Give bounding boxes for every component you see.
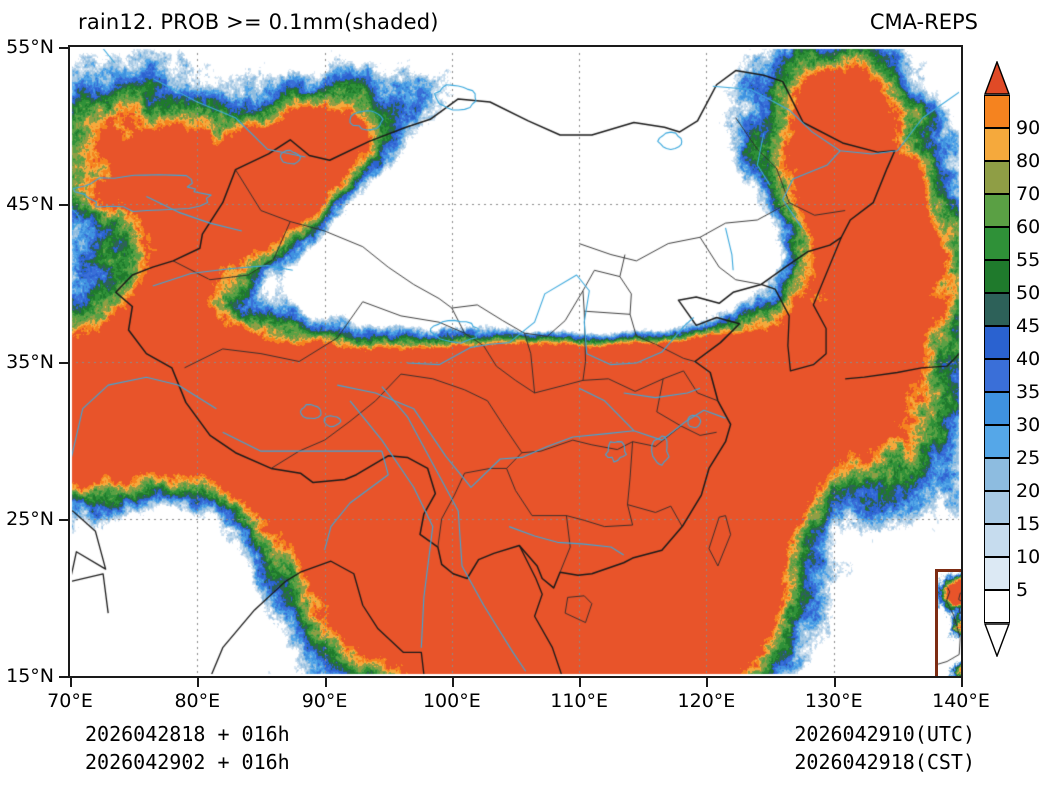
latitude-tick-label: 25°N <box>6 507 54 530</box>
map-plot-area[interactable]: No: GS (2019) 1786 <box>68 45 963 678</box>
colorbar-tick-label: 50 <box>1016 282 1041 304</box>
inset-raster <box>938 572 961 676</box>
colorbar-tick-label: 45 <box>1016 315 1041 337</box>
colorbar-tick-label: 60 <box>1016 216 1041 238</box>
colorbar-tick-label: 15 <box>1016 513 1041 535</box>
footer-init-cst: 2026042902 + 016h <box>85 750 290 774</box>
colorbar-under-arrow <box>983 623 1011 658</box>
footer-valid-cst: 2026042918(CST) <box>794 750 975 774</box>
longitude-tick-label: 100°E <box>422 690 481 712</box>
model-label: CMA-REPS <box>869 10 978 34</box>
colorbar-tick-label: 70 <box>1016 183 1041 205</box>
colorbar-swatch <box>984 95 1010 128</box>
colorbar-swatch <box>984 557 1010 590</box>
colorbar-swatch <box>984 260 1010 293</box>
latitude-tick <box>59 204 68 207</box>
longitude-tick-label: 130°E <box>804 690 863 712</box>
longitude-tick-label: 110°E <box>550 690 609 712</box>
latitude-tick-label: 15°N <box>6 665 54 687</box>
latitude-tick-label: 35°N <box>6 350 54 373</box>
colorbar[interactable] <box>983 60 1011 658</box>
colorbar-tick-label: 40 <box>1016 348 1041 370</box>
longitude-tick <box>833 678 836 687</box>
colorbar-swatch <box>984 491 1010 524</box>
latitude-tick <box>59 47 68 49</box>
longitude-tick <box>324 678 327 687</box>
latitude-tick-label: 55°N <box>6 36 54 58</box>
longitude-tick <box>70 678 72 687</box>
south-china-sea-inset[interactable] <box>935 569 961 676</box>
latitude-tick <box>59 676 68 678</box>
colorbar-swatch <box>984 194 1010 227</box>
colorbar-swatch <box>984 524 1010 557</box>
colorbar-tick-label: 25 <box>1016 447 1041 469</box>
page-title: rain12. PROB >= 0.1mm(shaded) <box>78 10 439 34</box>
colorbar-tick-label: 55 <box>1016 249 1041 271</box>
colorbar-tick-label: 90 <box>1016 117 1041 139</box>
longitude-tick <box>961 678 963 687</box>
longitude-tick <box>451 678 454 687</box>
footer-init-utc: 2026042818 + 016h <box>85 722 290 746</box>
latitude-tick <box>59 518 68 521</box>
precipitation-probability-raster <box>70 47 961 676</box>
colorbar-tick-label: 5 <box>1016 579 1029 601</box>
colorbar-swatch <box>984 293 1010 326</box>
longitude-tick-label: 80°E <box>174 690 221 712</box>
latitude-tick-label: 45°N <box>6 193 54 216</box>
longitude-tick-label: 120°E <box>677 690 736 712</box>
latitude-tick <box>59 361 68 364</box>
colorbar-tick-label: 80 <box>1016 150 1041 172</box>
colorbar-swatch <box>984 590 1010 623</box>
colorbar-swatch <box>984 359 1010 392</box>
longitude-tick-label: 70°E <box>47 690 93 712</box>
colorbar-swatch <box>984 458 1010 491</box>
colorbar-swatch <box>984 326 1010 359</box>
colorbar-swatch <box>984 161 1010 194</box>
colorbar-tick-label: 30 <box>1016 414 1041 436</box>
longitude-tick <box>579 678 582 687</box>
colorbar-over-arrow <box>983 60 1011 95</box>
longitude-tick <box>197 678 200 687</box>
colorbar-swatch <box>984 128 1010 161</box>
longitude-tick <box>706 678 709 687</box>
longitude-tick-label: 90°E <box>301 690 348 712</box>
footer-valid-utc: 2026042910(UTC) <box>794 722 975 746</box>
longitude-tick-label: 140°E <box>932 690 990 712</box>
colorbar-tick-label: 20 <box>1016 480 1041 502</box>
colorbar-tick-label: 35 <box>1016 381 1041 403</box>
colorbar-swatch <box>984 425 1010 458</box>
colorbar-swatch <box>984 392 1010 425</box>
colorbar-tick-label: 10 <box>1016 546 1041 568</box>
colorbar-swatch <box>984 227 1010 260</box>
